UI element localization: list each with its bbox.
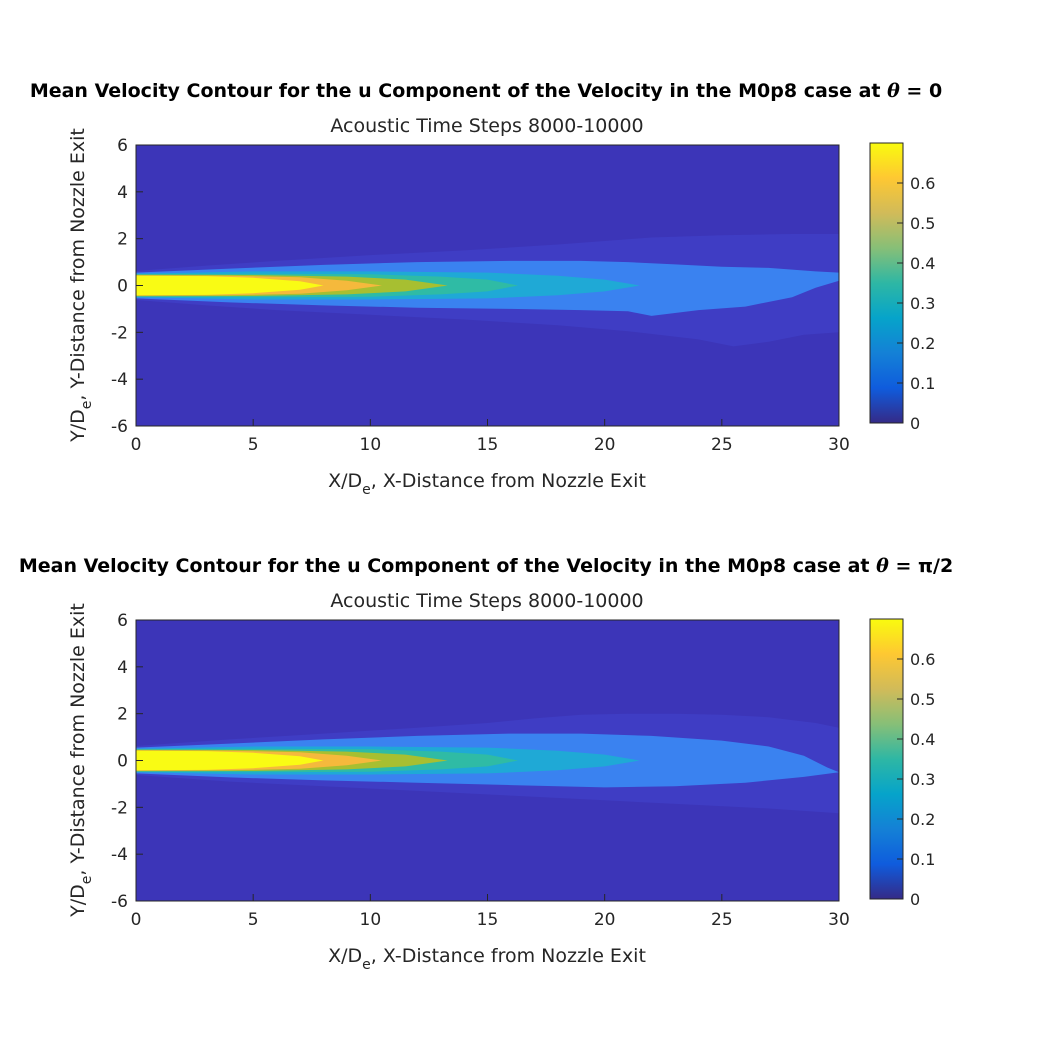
chart-2-x-tick-label: 5 [248, 910, 259, 930]
chart-1-xlabel-sub: e [362, 482, 371, 498]
chart-1-colorbar-ticks: 0.6 0.5 0.4 0.3 0.2 0.1 0 [897, 174, 935, 433]
chart-panel-1: Mean Velocity Contour for the u Componen… [30, 80, 942, 498]
chart-2-y-tick-label: -2 [111, 798, 128, 818]
chart-2-ylabel-sub: e [79, 876, 95, 885]
chart-1-title-text: Mean Velocity Contour for the u Componen… [30, 80, 887, 102]
chart-2-title: Mean Velocity Contour for the u Componen… [19, 555, 953, 577]
chart-2-y-tick-label: 6 [117, 611, 128, 631]
chart-2-ylabel-main: Y/D [67, 884, 89, 918]
chart-2-y-ticks: 6 4 2 0 -2 -4 -6 [111, 611, 143, 912]
chart-1-x-tick-label: 30 [828, 435, 850, 455]
chart-2-y-tick-label: 2 [117, 705, 128, 725]
chart-2-colorbar-tick-label: 0.6 [910, 650, 935, 669]
chart-2-colorbar-tick-label: 0.3 [910, 770, 935, 789]
chart-1-colorbar-gradient [869, 142, 904, 424]
chart-1-subtitle: Acoustic Time Steps 8000-10000 [330, 115, 643, 137]
chart-2-colorbar-tick-label: 0.5 [910, 690, 935, 709]
chart-panel-2: Mean Velocity Contour for the u Componen… [19, 555, 953, 973]
chart-1-colorbar: 0.6 0.5 0.4 0.3 0.2 0.1 0 [869, 142, 935, 433]
chart-1-ylabel-sub: e [79, 401, 95, 410]
chart-1-x-tick-label: 15 [477, 435, 499, 455]
chart-2-x-tick-label: 30 [828, 910, 850, 930]
chart-1-x-tick-label: 25 [711, 435, 733, 455]
chart-2-colorbar: 0.6 0.5 0.4 0.3 0.2 0.1 0 [869, 618, 935, 909]
chart-2-x-ticks: 0 5 10 15 20 25 30 [131, 894, 850, 930]
chart-1-x-tick-label: 20 [594, 435, 616, 455]
chart-2-contour-levels [136, 713, 839, 814]
chart-2-y-tick-label: 4 [117, 658, 128, 678]
chart-1-title-theta: θ [887, 80, 900, 102]
chart-2-x-tick-label: 0 [131, 910, 142, 930]
chart-1-y-tick-label: 0 [117, 277, 128, 297]
chart-1-x-tick-label: 0 [131, 435, 142, 455]
chart-2-colorbar-tick-label: 0.1 [910, 850, 935, 869]
chart-2-colorbar-tick-label: 0 [910, 890, 920, 909]
chart-2-x-tick-label: 10 [360, 910, 382, 930]
chart-2-xlabel-main: X/D [328, 945, 362, 967]
chart-1-colorbar-tick-label: 0.4 [910, 254, 935, 273]
chart-2-xlabel-sub: e [362, 957, 371, 973]
chart-1-contour-levels [136, 234, 839, 347]
chart-1-colorbar-tick-label: 0.2 [910, 334, 935, 353]
chart-1-y-ticks: 6 4 2 0 -2 -4 -6 [111, 136, 143, 437]
chart-1-x-tick-label: 5 [248, 435, 259, 455]
chart-1-colorbar-tick-label: 0 [910, 414, 920, 433]
chart-2-colorbar-tick-label: 0.2 [910, 810, 935, 829]
chart-2-ylabel-rest: , Y-Distance from Nozzle Exit [67, 603, 89, 875]
chart-2-title-theta: θ [876, 555, 889, 577]
chart-1-colorbar-tick-label: 0.6 [910, 174, 935, 193]
chart-1-colorbar-tick-label: 0.5 [910, 214, 935, 233]
chart-2-title-text: Mean Velocity Contour for the u Componen… [19, 555, 876, 577]
chart-2-x-axis-label: X/De, X-Distance from Nozzle Exit [328, 945, 646, 973]
chart-1-y-tick-label: 6 [117, 136, 128, 156]
chart-1-xlabel-main: X/D [328, 470, 362, 492]
chart-2-subtitle: Acoustic Time Steps 8000-10000 [330, 590, 643, 612]
chart-2-y-tick-label: -4 [111, 845, 128, 865]
chart-1-y-tick-label: -2 [111, 323, 128, 343]
chart-1-ylabel-rest: , Y-Distance from Nozzle Exit [67, 128, 89, 400]
chart-2-xlabel-rest: , X-Distance from Nozzle Exit [371, 945, 646, 967]
chart-2-title-value: = π/2 [889, 555, 953, 577]
chart-1-y-tick-label: 2 [117, 230, 128, 250]
chart-1-y-axis-label: Y/De, Y-Distance from Nozzle Exit [67, 128, 95, 443]
chart-1-colorbar-tick-label: 0.1 [910, 374, 935, 393]
chart-1-xlabel-rest: , X-Distance from Nozzle Exit [371, 470, 646, 492]
chart-1-ylabel-main: Y/D [67, 409, 89, 443]
chart-1-title-value: = 0 [900, 80, 942, 102]
chart-1-x-axis-label: X/De, X-Distance from Nozzle Exit [328, 470, 646, 498]
chart-1-y-tick-label: 4 [117, 183, 128, 203]
chart-1-title: Mean Velocity Contour for the u Componen… [30, 80, 942, 102]
chart-2-y-tick-label: 0 [117, 752, 128, 772]
chart-2-y-axis-label: Y/De, Y-Distance from Nozzle Exit [67, 603, 95, 918]
chart-1-y-tick-label: -4 [111, 370, 128, 390]
chart-1-x-tick-label: 10 [360, 435, 382, 455]
chart-2-y-tick-label: -6 [111, 892, 128, 912]
chart-2-x-tick-label: 20 [594, 910, 616, 930]
chart-2-colorbar-ticks: 0.6 0.5 0.4 0.3 0.2 0.1 0 [897, 650, 935, 909]
chart-2-x-tick-label: 25 [711, 910, 733, 930]
chart-1-y-tick-label: -6 [111, 417, 128, 437]
chart-1-contour-band-7 [136, 275, 324, 296]
chart-2-colorbar-gradient [869, 618, 904, 900]
chart-2-contour-band-7 [136, 750, 324, 771]
chart-1-x-ticks: 0 5 10 15 20 25 30 [131, 419, 850, 455]
chart-2-x-tick-label: 15 [477, 910, 499, 930]
chart-1-colorbar-tick-label: 0.3 [910, 294, 935, 313]
chart-2-colorbar-tick-label: 0.4 [910, 730, 935, 749]
